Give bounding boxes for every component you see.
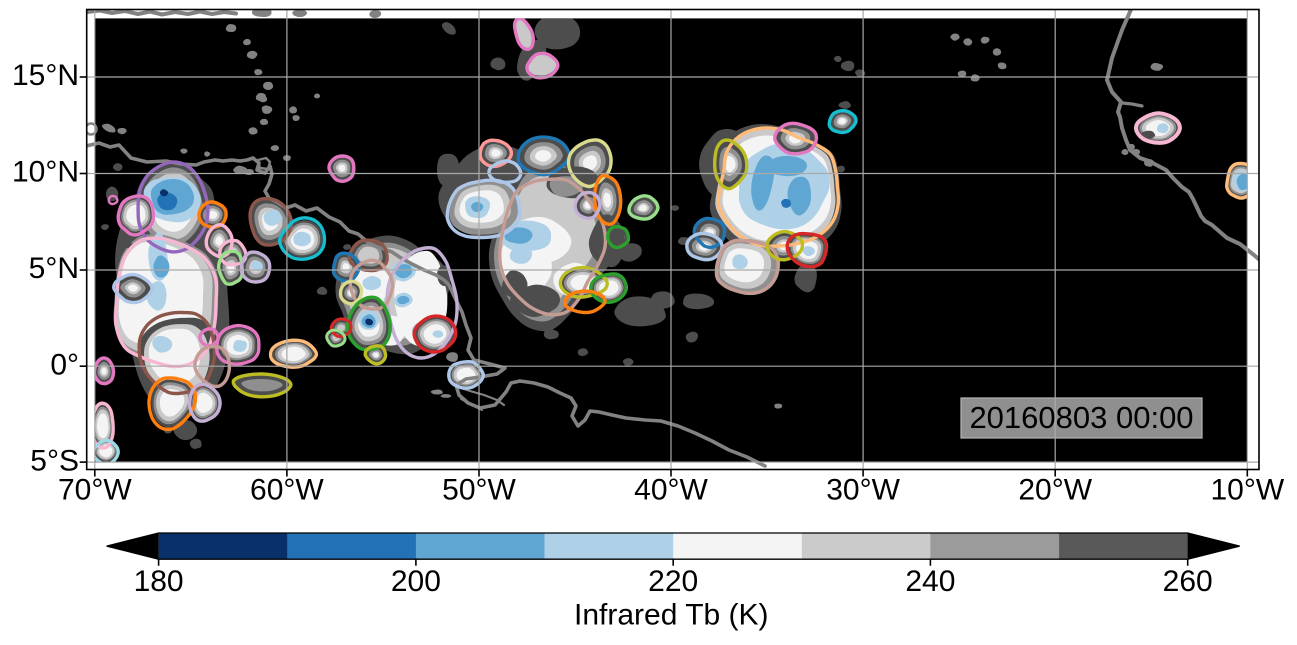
svg-text:40°W: 40°W bbox=[634, 474, 708, 507]
svg-text:240: 240 bbox=[905, 565, 955, 598]
svg-text:10°N: 10°N bbox=[12, 156, 79, 189]
svg-text:30°W: 30°W bbox=[826, 474, 900, 507]
svg-text:60°W: 60°W bbox=[250, 474, 324, 507]
svg-text:15°N: 15°N bbox=[12, 59, 79, 92]
svg-text:260: 260 bbox=[1163, 565, 1213, 598]
svg-text:200: 200 bbox=[391, 565, 441, 598]
svg-text:10°W: 10°W bbox=[1210, 474, 1284, 507]
svg-text:50°W: 50°W bbox=[442, 474, 516, 507]
svg-text:70°W: 70°W bbox=[58, 474, 132, 507]
svg-text:Infrared Tb (K): Infrared Tb (K) bbox=[574, 599, 769, 632]
svg-text:20160803 00:00: 20160803 00:00 bbox=[969, 400, 1193, 435]
svg-text:180: 180 bbox=[134, 565, 184, 598]
svg-text:5°N: 5°N bbox=[29, 252, 79, 285]
svg-text:0°: 0° bbox=[50, 348, 79, 381]
svg-text:220: 220 bbox=[648, 565, 698, 598]
svg-text:5°S: 5°S bbox=[30, 444, 79, 477]
svg-text:20°W: 20°W bbox=[1018, 474, 1092, 507]
